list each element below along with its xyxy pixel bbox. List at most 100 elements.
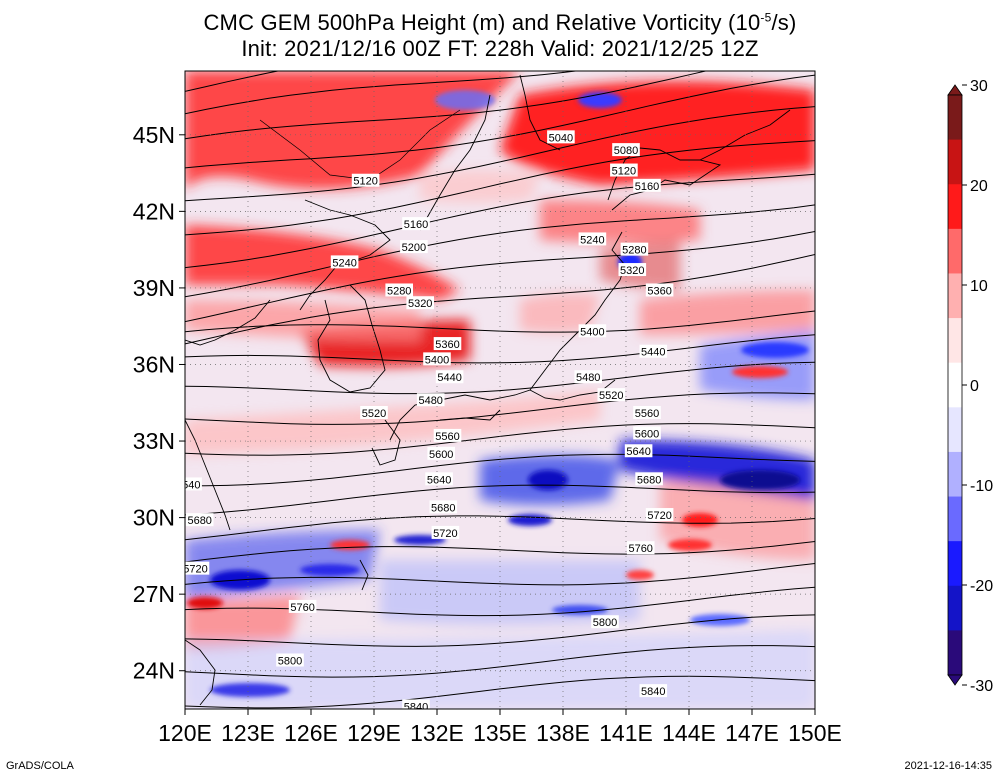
lon-tick-label: 129E xyxy=(347,720,401,746)
contour-label-bg xyxy=(406,296,434,310)
contour-label: 5160 xyxy=(404,219,428,231)
contour-label-bg xyxy=(416,393,445,407)
height-contour-line xyxy=(185,541,815,563)
lon-tick-label: 150E xyxy=(788,720,842,746)
contour-label-bg xyxy=(624,444,653,458)
contour-label-bg xyxy=(645,283,674,297)
contour-label: 5560 xyxy=(635,408,659,420)
height-contour-line xyxy=(185,361,815,395)
contour-label-bg xyxy=(645,508,674,522)
coast-russia-primorye xyxy=(419,94,491,231)
contour-label-bg xyxy=(633,405,661,419)
contour-label-bg xyxy=(385,283,413,297)
title-text-main: CMC GEM 500hPa Height (m) and Relative V… xyxy=(203,10,761,35)
contour-label: 5360 xyxy=(435,339,459,351)
longitude-axis: 120E 123E 126E 129E 132E 135E 138E 141E 144E 147E… xyxy=(158,709,842,746)
contour-label-bg xyxy=(639,684,668,698)
contour-label: 5280 xyxy=(622,245,646,257)
contour-label-bg xyxy=(402,217,430,231)
contour-label-bg xyxy=(597,388,626,402)
vorticity-field: 5040 5080 5120 5160 5120 5160 5200 5240 5240 5280… xyxy=(185,71,815,709)
contour-label: 5120 xyxy=(612,166,636,178)
contour-label: 5800 xyxy=(278,656,302,668)
height-contour-line xyxy=(185,563,815,586)
contour-label: 5160 xyxy=(635,181,659,193)
height-contour-line xyxy=(185,453,815,487)
contour-label: 5120 xyxy=(353,176,377,188)
contour-label: 5320 xyxy=(408,298,432,310)
coast-sakhalin xyxy=(519,74,561,151)
height-contour-line xyxy=(185,334,815,364)
contour-label-bg xyxy=(431,525,460,539)
contour-labels: 5040 5080 5120 5160 5120 5160 5200 5240 5240 5280… xyxy=(185,130,674,709)
height-contour-line xyxy=(185,484,815,516)
contour-label-bg xyxy=(612,143,640,157)
title-text-units: /s) xyxy=(771,10,797,35)
lat-tick-label: 36N xyxy=(133,351,175,377)
contour-label-bg xyxy=(639,344,668,358)
contour-label: 5200 xyxy=(402,242,426,254)
contour-label: 5760 xyxy=(290,602,314,614)
lat-tick-label: 30N xyxy=(133,505,175,531)
lon-tick-label: 123E xyxy=(221,720,275,746)
contour-label-bg xyxy=(591,615,619,629)
coast-ryukyu xyxy=(359,559,369,591)
lon-tick-label: 132E xyxy=(410,720,464,746)
footer-grads-credit: GrADS/COLA xyxy=(6,760,74,772)
contour-label: 5760 xyxy=(628,543,652,555)
contour-label: 5680 xyxy=(637,474,661,486)
contour-label: 5240 xyxy=(580,234,604,246)
lon-tick-label: 135E xyxy=(473,720,527,746)
lat-tick-label: 45N xyxy=(133,122,175,148)
contour-label-bg xyxy=(626,541,655,555)
contour-label: 5840 xyxy=(641,686,665,698)
contour-label-bg xyxy=(351,173,380,187)
contour-label: 5600 xyxy=(429,449,453,461)
contour-label-bg xyxy=(620,242,649,256)
contour-label: 5640 xyxy=(427,474,451,486)
contour-label-bg xyxy=(402,699,430,709)
contour-label-bg xyxy=(429,500,458,514)
contour-label-bg xyxy=(578,232,607,246)
lat-tick-label: 42N xyxy=(133,198,175,224)
contour-label-bg xyxy=(618,263,647,277)
contour-label-bg xyxy=(433,337,462,351)
contour-label: 5040 xyxy=(549,132,573,144)
lat-tick-label: 33N xyxy=(133,428,175,454)
contour-label: 5520 xyxy=(362,408,386,420)
contour-label: 5520 xyxy=(599,390,623,402)
lon-tick-label: 147E xyxy=(725,720,779,746)
contour-label-bg xyxy=(427,446,455,460)
contour-label: 5480 xyxy=(418,395,442,407)
contour-label-bg xyxy=(635,472,663,486)
contour-label-bg xyxy=(435,370,464,384)
contour-label-bg xyxy=(185,477,202,491)
coast-taiwan xyxy=(185,639,216,706)
contour-label: 5480 xyxy=(576,372,600,384)
contour-label: 5640 xyxy=(626,446,650,458)
contour-label-bg xyxy=(574,370,602,384)
contour-label: 5680 xyxy=(431,502,455,514)
contour-label-bg xyxy=(547,130,575,144)
contour-label: 5240 xyxy=(332,257,356,269)
lon-tick-label: 141E xyxy=(599,720,653,746)
lon-tick-label: 120E xyxy=(158,720,212,746)
contour-label: 5720 xyxy=(433,528,457,540)
contour-label-bg xyxy=(578,324,607,338)
contour-label: 5080 xyxy=(614,145,638,157)
height-contour-line xyxy=(185,231,815,323)
lat-tick-label: 27N xyxy=(133,581,175,607)
contour-label: 5600 xyxy=(635,428,659,440)
chart-title-line1: CMC GEM 500hPa Height (m) and Relative V… xyxy=(0,10,1000,36)
lon-tick-label: 126E xyxy=(284,720,338,746)
contour-label-bg xyxy=(633,178,661,192)
contour-label: 5440 xyxy=(437,372,461,384)
contour-label-bg xyxy=(288,599,317,613)
height-contour-line xyxy=(185,71,708,140)
height-contour-line xyxy=(185,140,815,236)
contour-label-bg xyxy=(360,405,388,419)
latitude-axis: 24N 27N 30N 33N 36N 39N 42N 45N xyxy=(133,122,185,684)
contour-label: 5680 xyxy=(187,515,211,527)
height-contour-line xyxy=(185,74,815,169)
